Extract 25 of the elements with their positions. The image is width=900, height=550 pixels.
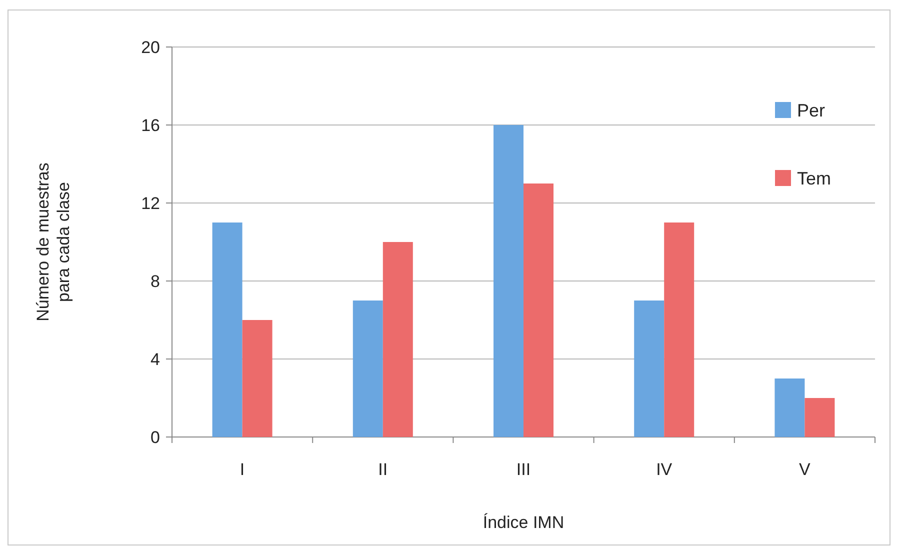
- x-tick-label: V: [799, 460, 812, 479]
- bar: [524, 184, 554, 437]
- y-tick-label: 20: [141, 38, 160, 57]
- x-tick-label: III: [516, 460, 531, 479]
- x-tick-label: IV: [656, 460, 673, 479]
- legend-label: Tem: [797, 168, 832, 188]
- bar: [212, 222, 242, 437]
- x-tick-label: I: [240, 460, 245, 479]
- bar: [634, 300, 664, 437]
- y-axis-title: Número de muestras para cada clase: [34, 162, 73, 322]
- legend-label: Per: [797, 100, 826, 120]
- x-axis-title: Índice IMN: [482, 513, 564, 532]
- bar: [774, 378, 805, 437]
- y-tick-label: 0: [150, 428, 160, 447]
- y-tick-label: 16: [141, 116, 160, 135]
- bar: [804, 398, 835, 437]
- bar: [494, 125, 524, 437]
- bar: [352, 300, 383, 437]
- y-tick-label: 12: [141, 194, 160, 213]
- x-tick-label: II: [378, 460, 388, 479]
- bar: [382, 242, 413, 437]
- y-tick-label: 4: [150, 350, 160, 369]
- bar: [242, 320, 272, 437]
- bar: [664, 222, 694, 437]
- y-tick-label: 8: [150, 272, 160, 291]
